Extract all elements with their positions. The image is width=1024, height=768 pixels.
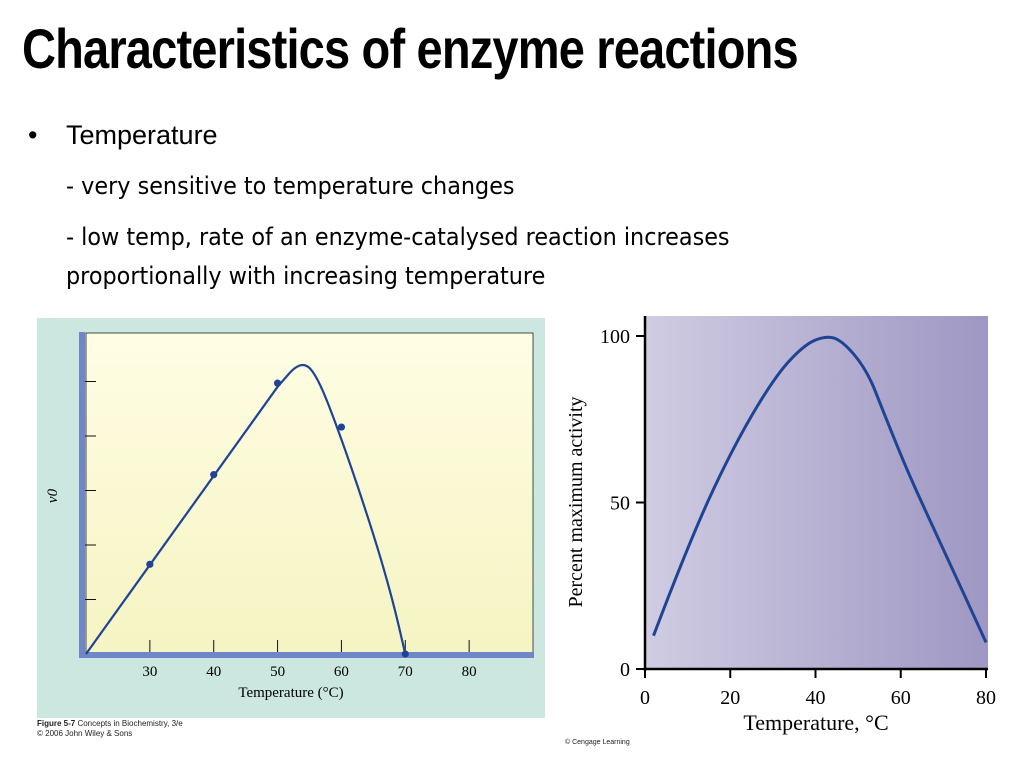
right-y-tick-label: 100 [600,326,630,348]
right-curve-line [652,335,988,643]
left-x-axis-label: Temperature (°C) [238,685,343,701]
left-y-axis [79,332,85,656]
sub-line-1: - very sensitive to temperature changes [66,172,515,200]
right-credit: © Cengage Learning [565,739,630,746]
credit-figure-number: Figure 5-7 [37,719,76,728]
right-y-tick-label: 0 [620,659,630,681]
left-data-point [401,650,409,658]
left-x-tick-label: 80 [462,664,477,680]
left-x-tick-label: 30 [142,664,157,680]
left-x-tick-label: 50 [270,664,285,680]
chart-right: 0 50 100 0 20 40 60 80 Percent maximum activity… [565,316,996,735]
left-x-tick-label: 60 [334,664,349,680]
right-x-tick-label: 0 [640,687,650,709]
right-x-tick-label: 20 [720,687,740,709]
bullet-heading: Temperature [66,120,218,150]
left-curve-line [85,363,407,655]
slide-title: Characteristics of enzyme reactions [22,17,799,80]
right-x-tick-label: 40 [806,687,826,709]
left-x-tick-label: 40 [206,664,221,680]
left-data-point [210,471,218,479]
left-x-axis [79,652,534,658]
right-x-tick-label: 80 [976,687,996,709]
left-data-point [273,379,282,387]
left-data-point [337,423,346,431]
right-x-axis-label: Temperature, °C [743,710,888,735]
right-x-tick-label: 60 [891,687,911,709]
left-plot-area [85,332,534,655]
left-copyright: © 2006 John Wiley & Sons [37,729,133,738]
left-x-tick-label: 70 [398,664,413,680]
right-plot-area [645,316,988,669]
left-data-point [146,560,154,568]
left-figure-credit: Figure 5-7 Concepts in Biochemistry, 3/e [37,719,183,728]
chart-left: v0 Temperature (°C) 30 40 50 60 70 80 [37,318,545,718]
credit-book: Concepts in Biochemistry, 3/e [75,719,183,728]
right-y-tick-label: 50 [610,493,630,515]
left-y-axis-label: v0 [45,488,61,503]
sub-line-2: - low temp, rate of an enzyme-catalysed … [66,223,730,251]
sub-line-3: proportionally with increasing temperatu… [66,262,546,290]
right-y-axis-label: Percent maximum activity [565,396,587,607]
bullet-dot: • [28,120,38,150]
